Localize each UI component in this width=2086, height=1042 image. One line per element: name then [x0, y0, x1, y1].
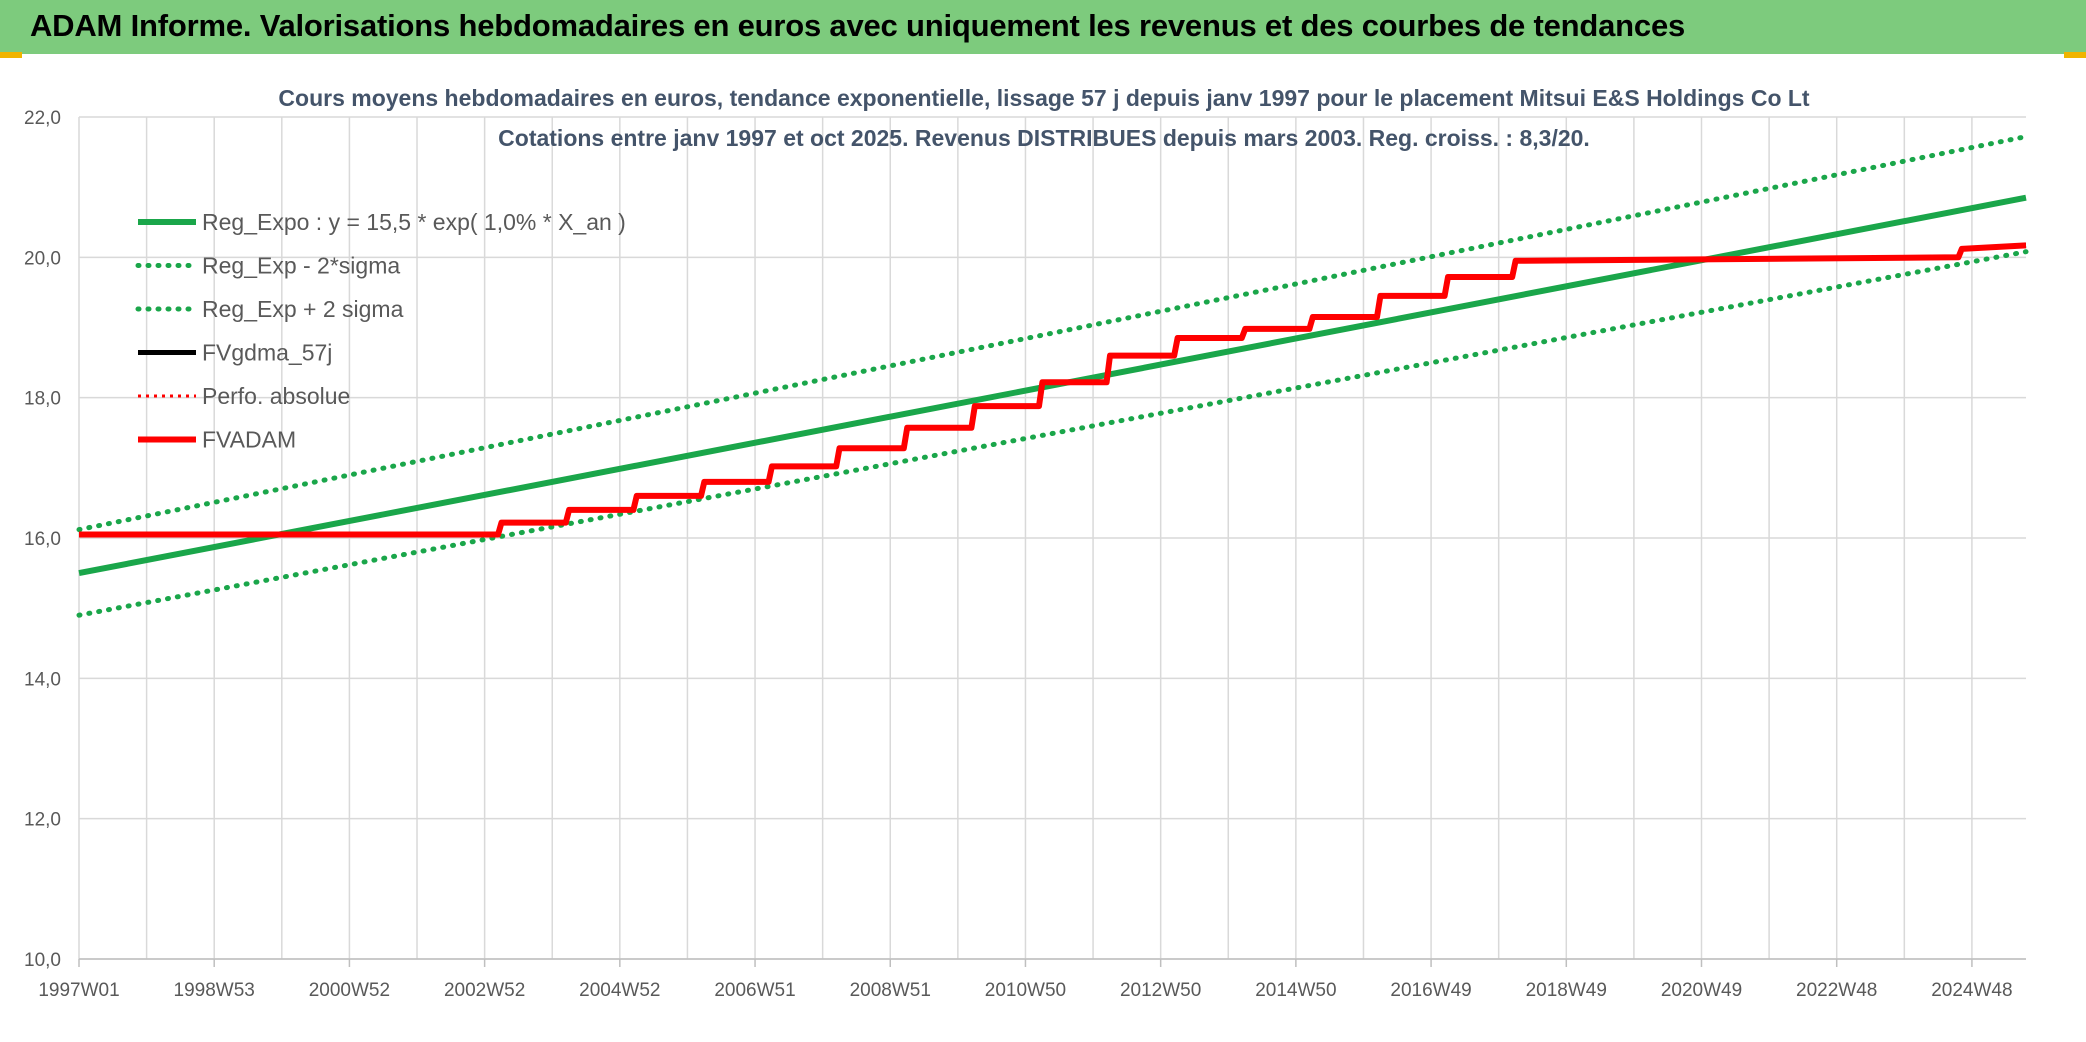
x-tick-label: 2020W49 — [1661, 980, 1742, 1001]
series-line-5 — [79, 242, 2027, 538]
series — [76, 134, 2029, 618]
series-line-2 — [76, 134, 2029, 533]
x-tick-label: 2014W50 — [1255, 980, 1336, 1001]
x-tick-label: 2018W49 — [1526, 980, 1607, 1001]
legend-label-5: FVADAM — [202, 427, 296, 453]
x-tick-label: 2006W51 — [714, 980, 795, 1001]
grid — [78, 116, 2026, 960]
report-title: ADAM Informe. Valorisations hebdomadaire… — [30, 8, 1686, 43]
x-tick-label: 1997W01 — [38, 980, 119, 1001]
y-tick-label: 16,0 — [24, 529, 61, 550]
series-line-3 — [79, 242, 2027, 537]
x-tick-label: 2022W48 — [1796, 980, 1877, 1001]
x-tick-label: 1998W53 — [174, 980, 255, 1001]
chart-subtitle: Cotations entre janv 1997 et oct 2025. R… — [498, 125, 1590, 151]
x-tick-label: 2002W52 — [444, 980, 525, 1001]
report-banner: ADAM Informe. Valorisations hebdomadaire… — [0, 0, 2086, 54]
chart-area: 10,0 12,0 14,0 16,0 18,0 20,0 22,0 1997W01 1998W… — [0, 56, 2086, 1037]
legend-label-3: FVgdma_57j — [202, 340, 332, 366]
x-tick-label: 2012W50 — [1120, 980, 1201, 1001]
series-line-4 — [79, 243, 2027, 536]
chart-title: Cours moyens hebdomadaires en euros, ten… — [278, 85, 1810, 111]
legend-label-1: Reg_Exp - 2*sigma — [202, 253, 400, 279]
corner-marker-left — [0, 52, 22, 58]
x-tick-label: 2008W51 — [850, 980, 931, 1001]
x-tick-label: 2004W52 — [579, 980, 660, 1001]
y-tick-label: 22,0 — [24, 108, 61, 129]
y-tick-label: 10,0 — [24, 950, 61, 971]
y-tick-label: 20,0 — [24, 248, 61, 269]
y-tick-label: 18,0 — [24, 389, 61, 410]
x-tick-label: 2010W50 — [985, 980, 1066, 1001]
axes: 10,0 12,0 14,0 16,0 18,0 20,0 22,0 1997W01 1998W… — [24, 108, 2026, 1001]
legend-label-2: Reg_Exp + 2 sigma — [202, 296, 404, 322]
legend-label-0: Reg_Expo : y = 15,5 * exp( 1,0% * X_an ) — [202, 209, 626, 235]
x-tick-label: 2024W48 — [1931, 980, 2012, 1001]
corner-marker-right — [2064, 52, 2086, 58]
y-tick-label: 12,0 — [24, 810, 61, 831]
x-tick-label: 2000W52 — [309, 980, 390, 1001]
valuation-chart: 10,0 12,0 14,0 16,0 18,0 20,0 22,0 1997W01 1998W… — [24, 85, 2029, 1001]
legend-label-4: Perfo. absolue — [202, 383, 350, 409]
legend: Reg_Expo : y = 15,5 * exp( 1,0% * X_an )… — [135, 209, 626, 453]
y-tick-label: 14,0 — [24, 669, 61, 690]
series-line-1 — [76, 249, 2029, 618]
x-tick-label: 2016W49 — [1390, 980, 1471, 1001]
